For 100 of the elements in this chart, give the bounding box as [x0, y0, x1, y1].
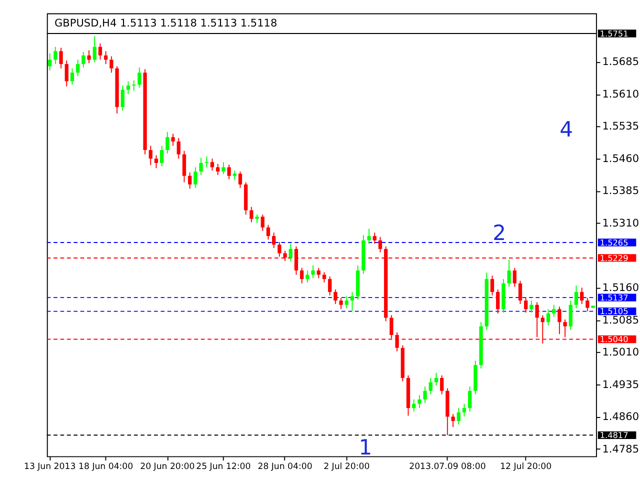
candlestick	[512, 267, 516, 288]
ref-line-label: 1.5040	[600, 334, 628, 344]
candlestick	[428, 377, 432, 395]
ref-line-label: 1.5265	[600, 237, 628, 248]
candlestick	[462, 403, 466, 418]
candlestick	[222, 162, 226, 175]
candlestick	[507, 259, 511, 288]
candlestick	[278, 242, 282, 258]
candlestick	[535, 302, 539, 338]
candlestick	[266, 224, 270, 240]
candlestick	[272, 232, 276, 249]
candlestick	[434, 372, 438, 386]
candlestick	[199, 157, 203, 176]
y-tick-label: 1.5535	[602, 120, 640, 133]
candlestick	[524, 297, 528, 314]
y-tick-label: 1.4785	[602, 443, 640, 456]
candlestick	[530, 300, 534, 314]
candlestick	[110, 56, 114, 74]
x-tick-label: 2 Jul 20:00	[324, 462, 370, 472]
candlestick	[154, 154, 158, 169]
ref-line-label: 1.5751	[600, 28, 628, 38]
candlestick	[182, 150, 186, 183]
candlestick	[166, 132, 170, 154]
x-tick-label: 12 Jul 20:00	[500, 462, 552, 472]
candlestick	[227, 164, 231, 180]
ref-line-label: 1.5137	[600, 292, 628, 302]
candlestick	[92, 36, 96, 63]
candlestick	[546, 308, 550, 326]
candlestick	[188, 172, 192, 190]
x-tick-label: 20 Jun 20:00	[140, 462, 195, 472]
candlestick	[288, 243, 292, 262]
annotation: 4	[560, 116, 574, 142]
candlestick	[568, 300, 572, 330]
candlestick	[574, 285, 578, 309]
candlestick	[367, 228, 371, 244]
candlestick	[132, 80, 136, 92]
candlestick	[518, 280, 522, 304]
y-tick-label: 1.5010	[602, 346, 640, 359]
annotation: 2	[492, 220, 506, 246]
x-tick-label: 25 Jun 12:00	[196, 462, 251, 472]
y-tick-label: 1.4860	[602, 411, 640, 424]
candlestick	[316, 267, 320, 279]
candlestick	[82, 52, 86, 68]
candlestick	[171, 133, 175, 146]
candlestick	[468, 386, 472, 412]
candlestick	[334, 288, 338, 304]
chart-title: GBPUSD,H4 1.5113 1.5118 1.5113 1.5118	[54, 18, 278, 30]
candlestick	[70, 68, 74, 86]
candlestick	[490, 275, 494, 296]
ref-line-label: 1.5229	[600, 252, 628, 263]
candlestick	[440, 374, 444, 395]
x-tick-label: 13 Jun 2013	[24, 462, 76, 472]
candlestick	[558, 306, 562, 335]
candlestick	[148, 145, 152, 166]
candlestick	[120, 85, 124, 111]
candlestick	[176, 138, 180, 160]
candlestick	[306, 270, 310, 283]
candlestick	[456, 408, 460, 425]
candlestick	[126, 80, 130, 95]
y-tick-label: 1.5310	[602, 218, 640, 230]
candlestick	[232, 170, 236, 181]
y-tick-label: 1.5085	[602, 314, 640, 326]
ref-line-label: 1.4817	[600, 430, 628, 440]
candlestick	[238, 171, 242, 188]
candlestick	[372, 232, 376, 244]
candlestick	[204, 156, 208, 168]
candlestick	[98, 42, 102, 60]
x-tick-label: 28 Jun 04:00	[258, 462, 312, 472]
candlestick	[260, 214, 264, 232]
ref-line-label: 1.5105	[600, 306, 628, 316]
y-tick-label: 1.5685	[602, 56, 640, 68]
y-tick-label: 1.5385	[602, 185, 640, 198]
candlestick	[378, 236, 382, 253]
x-tick-label: 2013.07.09 08:00	[409, 462, 486, 472]
candlestick	[586, 297, 590, 312]
candlestick	[76, 59, 80, 77]
candlestick	[59, 47, 63, 69]
y-tick-label: 1.5610	[602, 88, 640, 100]
candlestick	[563, 318, 567, 338]
candlestick	[300, 267, 304, 284]
candlestick	[328, 276, 332, 296]
candlestick	[64, 60, 68, 87]
annotation: 1	[358, 434, 372, 460]
candlestick	[48, 52, 52, 71]
y-tick-label: 1.5460	[602, 152, 640, 165]
candlestick	[580, 287, 584, 304]
candlestick	[210, 158, 214, 172]
candlestick	[250, 206, 254, 223]
candlestick	[395, 332, 399, 352]
candlestick	[138, 67, 142, 88]
y-tick-label: 1.5160	[602, 282, 640, 294]
candlestick	[339, 297, 343, 310]
y-tick-label: 1.4935	[602, 378, 640, 391]
candlestick	[216, 163, 220, 176]
candlestick	[451, 414, 455, 428]
candlestick	[423, 386, 427, 404]
candlestick	[160, 145, 164, 167]
candlestick	[344, 296, 348, 309]
candlestick	[54, 46, 58, 65]
candlestick	[552, 304, 556, 318]
